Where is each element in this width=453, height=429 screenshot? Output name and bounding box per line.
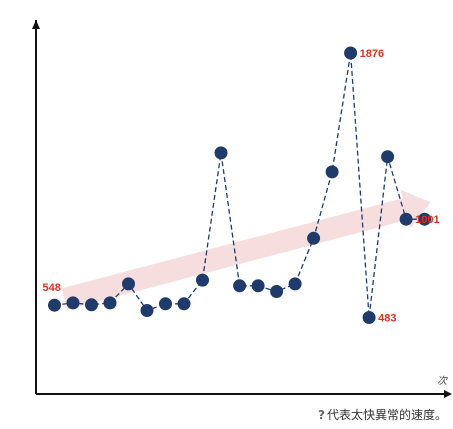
data-points <box>48 46 432 324</box>
y-axis-arrowhead <box>32 20 40 29</box>
trend-arrow-layer <box>61 189 431 310</box>
series-line <box>54 52 425 318</box>
data-point <box>122 277 135 291</box>
data-point <box>325 165 339 179</box>
data-label: 1876 <box>360 48 384 60</box>
data-point <box>418 212 432 226</box>
data-point <box>48 298 61 312</box>
data-point <box>381 150 395 164</box>
data-point <box>177 297 191 311</box>
data-point <box>233 279 247 293</box>
data-point <box>251 279 265 293</box>
footnote: ? 代表太快異常的速度。 <box>318 406 447 423</box>
trend-arrow <box>61 189 431 310</box>
x-axis-arrowhead <box>444 390 452 398</box>
data-point <box>307 231 321 245</box>
data-point <box>140 304 154 317</box>
data-point <box>85 298 98 312</box>
footnote-text: 代表太快異常的速度。 <box>326 408 447 422</box>
data-point <box>103 296 117 310</box>
data-point <box>214 146 228 160</box>
data-point <box>159 297 172 311</box>
question-mark-icon: ? <box>318 408 325 422</box>
x-axis-label: 次 <box>437 375 448 387</box>
data-point <box>362 311 376 324</box>
axes <box>32 20 452 398</box>
data-label: 548 <box>43 282 61 294</box>
data-point <box>270 285 284 298</box>
data-label: 1001 <box>415 214 439 226</box>
data-point <box>288 277 302 291</box>
series-line-layer <box>54 52 425 318</box>
data-point <box>399 212 413 226</box>
data-point <box>66 296 80 310</box>
data-label: 483 <box>378 313 396 325</box>
data-point <box>196 273 209 287</box>
data-labels: 548 1876 483 1001 <box>43 48 440 325</box>
data-point <box>344 46 358 60</box>
